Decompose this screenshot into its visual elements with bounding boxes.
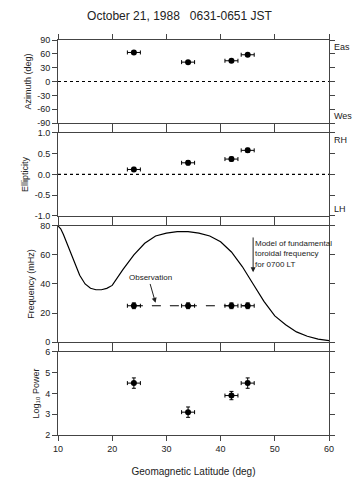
svg-text:40: 40 [216, 444, 226, 454]
svg-text:Azimuth (deg): Azimuth (deg) [23, 54, 33, 110]
svg-text:October 21, 1988 0631-0651 J: October 21, 1988 0631-0651 JST [87, 9, 272, 23]
svg-text:-60: -60 [37, 104, 50, 114]
svg-text:Observation: Observation [129, 273, 172, 282]
svg-text:60: 60 [40, 250, 50, 260]
svg-text:-0.5: -0.5 [35, 190, 51, 200]
svg-text:10: 10 [53, 444, 63, 454]
svg-text:20: 20 [107, 444, 117, 454]
svg-text:0: 0 [45, 337, 50, 347]
svg-text:Geomagnetic Latitude (deg): Geomagnetic Latitude (deg) [132, 466, 256, 477]
svg-text:Log₁₀ Power: Log₁₀ Power [31, 369, 41, 419]
svg-text:Frequency (mHz): Frequency (mHz) [26, 249, 36, 319]
svg-text:-1.0: -1.0 [35, 211, 51, 221]
svg-text:LH: LH [334, 204, 346, 214]
svg-text:90: 90 [40, 35, 50, 45]
svg-text:30: 30 [161, 444, 171, 454]
svg-text:20: 20 [40, 308, 50, 318]
svg-text:6: 6 [45, 347, 50, 357]
svg-text:0.0: 0.0 [38, 170, 51, 180]
svg-text:30: 30 [40, 63, 50, 73]
svg-text:0.5: 0.5 [38, 149, 51, 159]
svg-text:Wes: Wes [334, 111, 352, 121]
svg-text:Model of fundamentaltoroidal f: Model of fundamentaltoroidal frequencyfo… [255, 239, 332, 269]
svg-text:Eas: Eas [334, 42, 350, 52]
svg-text:60: 60 [324, 444, 334, 454]
svg-text:1.0: 1.0 [38, 128, 51, 138]
svg-text:0: 0 [45, 77, 50, 87]
svg-text:3: 3 [45, 409, 50, 419]
svg-text:2: 2 [45, 430, 50, 440]
svg-text:40: 40 [40, 279, 50, 289]
svg-text:5: 5 [45, 368, 50, 378]
svg-text:60: 60 [40, 49, 50, 59]
svg-text:Ellipticity: Ellipticity [20, 156, 30, 192]
svg-text:50: 50 [270, 444, 280, 454]
svg-text:-90: -90 [37, 118, 50, 128]
svg-text:-30: -30 [37, 91, 50, 101]
svg-text:4: 4 [45, 389, 50, 399]
svg-text:80: 80 [40, 221, 50, 231]
svg-text:RH: RH [334, 135, 347, 145]
